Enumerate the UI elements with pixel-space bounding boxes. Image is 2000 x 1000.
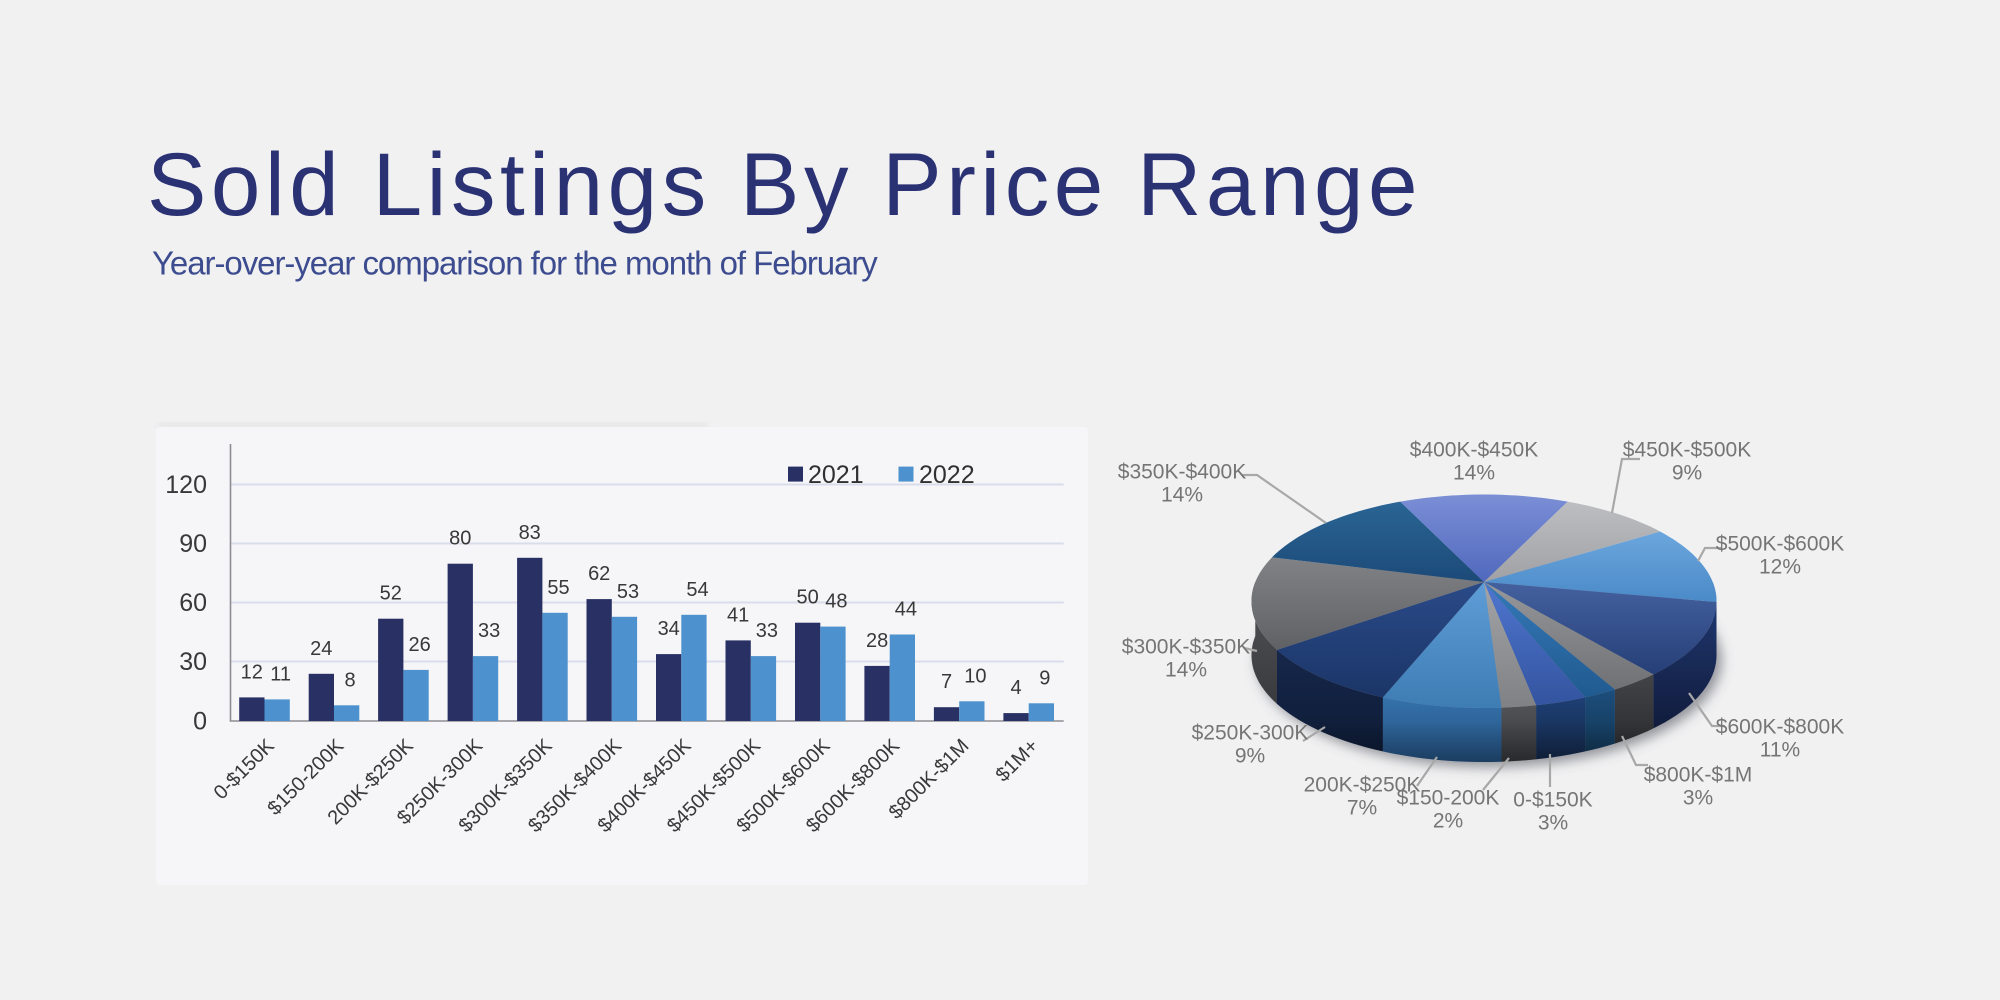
svg-text:14%: 14%	[1161, 484, 1203, 507]
svg-text:24: 24	[310, 638, 332, 660]
svg-text:11%: 11%	[1760, 739, 1800, 762]
svg-text:80: 80	[449, 528, 471, 550]
svg-text:$400K-$450K: $400K-$450K	[1410, 439, 1538, 462]
svg-text:14%: 14%	[1165, 659, 1207, 682]
svg-text:7: 7	[941, 671, 952, 693]
svg-text:62: 62	[588, 563, 610, 585]
svg-text:3%: 3%	[1683, 787, 1713, 810]
svg-text:2%: 2%	[1433, 810, 1463, 833]
svg-text:8: 8	[345, 669, 356, 691]
svg-text:54: 54	[686, 579, 708, 601]
svg-text:60: 60	[179, 589, 207, 617]
svg-text:2021: 2021	[808, 461, 864, 489]
svg-text:30: 30	[179, 648, 207, 676]
svg-text:44: 44	[895, 599, 917, 621]
svg-text:53: 53	[617, 581, 639, 603]
svg-text:26: 26	[408, 634, 430, 656]
svg-text:33: 33	[756, 620, 778, 642]
svg-text:83: 83	[519, 522, 541, 544]
svg-text:200K-$250K: 200K-$250K	[1304, 774, 1421, 797]
svg-text:$300K-$350K: $300K-$350K	[1122, 636, 1250, 659]
svg-text:4: 4	[1010, 677, 1021, 699]
svg-text:$500K-$600K: $500K-$600K	[1716, 533, 1844, 556]
svg-text:14%: 14%	[1453, 462, 1495, 485]
svg-text:9: 9	[1039, 667, 1050, 689]
svg-text:52: 52	[380, 583, 402, 605]
svg-text:48: 48	[825, 591, 847, 613]
svg-text:Sold Listings By Price Range: Sold Listings By Price Range	[147, 134, 1422, 234]
svg-text:41: 41	[727, 604, 749, 626]
svg-text:12%: 12%	[1759, 556, 1801, 579]
svg-text:12: 12	[241, 661, 263, 683]
svg-text:9%: 9%	[1672, 462, 1702, 485]
svg-text:9%: 9%	[1235, 745, 1265, 768]
svg-text:33: 33	[478, 620, 500, 642]
svg-text:$250K-300K: $250K-300K	[1192, 722, 1309, 745]
svg-text:90: 90	[179, 530, 207, 558]
svg-text:$800K-$1M: $800K-$1M	[1644, 764, 1753, 787]
svg-text:$150-200K: $150-200K	[1397, 787, 1500, 810]
svg-text:10: 10	[964, 665, 986, 687]
svg-text:11: 11	[270, 663, 291, 685]
svg-text:7%: 7%	[1347, 797, 1377, 820]
svg-text:$450K-$500K: $450K-$500K	[1623, 439, 1751, 462]
svg-text:0: 0	[193, 708, 207, 736]
svg-text:2022: 2022	[919, 461, 975, 489]
svg-text:55: 55	[547, 577, 569, 599]
svg-text:50: 50	[796, 587, 818, 609]
svg-text:0-$150K: 0-$150K	[1513, 789, 1592, 812]
svg-text:$350K-$400K: $350K-$400K	[1118, 461, 1246, 484]
svg-text:$600K-$800K: $600K-$800K	[1716, 716, 1844, 739]
svg-text:120: 120	[165, 471, 207, 499]
svg-text:Year-over-year comparison for: Year-over-year comparison for the month …	[152, 244, 878, 281]
svg-text:28: 28	[866, 630, 888, 652]
svg-text:34: 34	[658, 618, 680, 640]
svg-text:3%: 3%	[1538, 812, 1568, 835]
